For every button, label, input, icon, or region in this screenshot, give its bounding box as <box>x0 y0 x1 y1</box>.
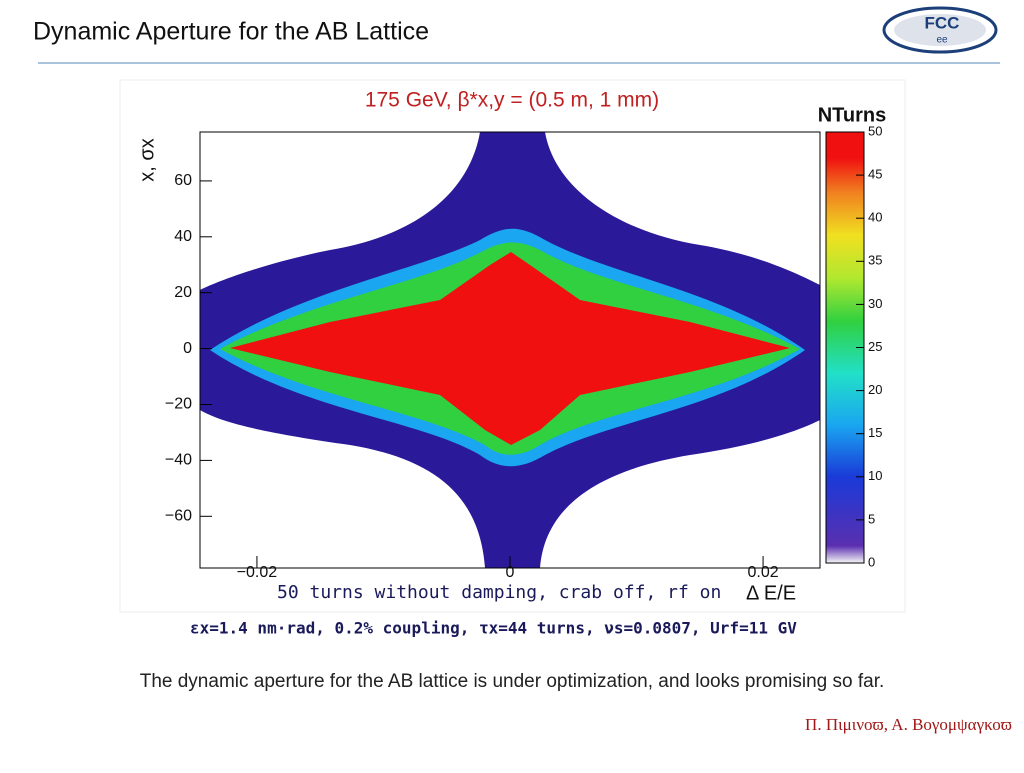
slide-title: Dynamic Aperture for the AB Lattice <box>33 18 429 46</box>
y-tick-label: 60 <box>174 172 192 189</box>
logo: FCC ee <box>882 6 998 54</box>
colorbar-tick-label: 10 <box>868 468 882 483</box>
x-tick-label: 0.02 <box>747 564 778 581</box>
y-tick-label: −20 <box>165 396 192 413</box>
annotation: εx=1.4 nm·rad, 0.2% coupling, τx=44 turn… <box>190 619 797 638</box>
y-tick-label: −60 <box>165 508 192 525</box>
colorbar-tick-label: 50 <box>868 123 882 138</box>
colorbar-tick-label: 20 <box>868 382 882 397</box>
colorbar-tick-label: 45 <box>868 167 882 182</box>
annotation: 50 turns without damping, crab off, rf o… <box>277 582 721 603</box>
y-axis-label: x, σx <box>136 138 158 181</box>
y-tick-label: −40 <box>165 452 192 469</box>
colorbar-tick-label: 30 <box>868 296 882 311</box>
x-tick-label: −0.02 <box>237 564 278 581</box>
logo-text: FCC <box>925 13 960 32</box>
colorbar-tick-label: 35 <box>868 253 882 268</box>
chart-title: 175 GeV, β*x,y = (0.5 m, 1 mm) <box>365 89 659 112</box>
body-text: The dynamic aperture for the AB lattice … <box>140 671 885 692</box>
x-axis-label: Δ E/E <box>746 582 796 604</box>
y-tick-label: 20 <box>174 284 192 301</box>
y-tick-label: 40 <box>174 228 192 245</box>
logo-subtext: ee <box>936 35 948 46</box>
colorbar-tick-label: 40 <box>868 210 882 225</box>
y-tick-label: 0 <box>183 340 192 357</box>
colorbar-title: NTurns <box>818 104 887 126</box>
heatmap-image <box>200 132 820 568</box>
footer-authors: Π. Πιμινοϖ, Α. Βογομψαγκοϖ <box>805 715 1012 734</box>
colorbar-tick-label: 0 <box>868 554 875 569</box>
x-tick-label: 0 <box>506 564 515 581</box>
colorbar-tick-label: 15 <box>868 425 882 440</box>
colorbar-tick-label: 25 <box>868 339 882 354</box>
colorbar-tick-label: 5 <box>868 511 875 526</box>
